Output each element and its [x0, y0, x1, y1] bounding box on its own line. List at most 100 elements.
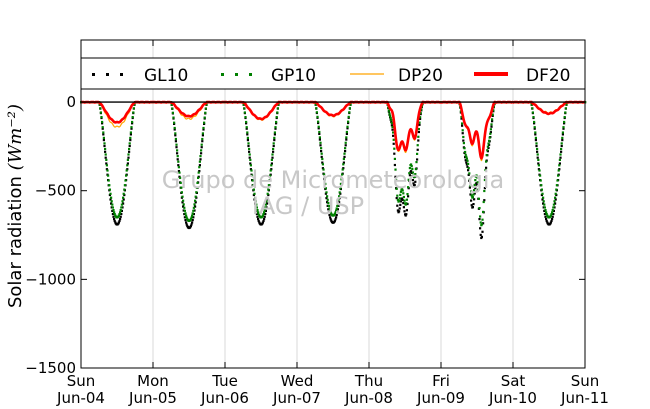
series-GL10-day-3-point-106	[255, 212, 258, 216]
series-GP10-day-2-point-86	[177, 166, 180, 169]
series-GL10-day-3-point-112	[257, 219, 260, 223]
series-GP10-day-3-point-100	[254, 196, 257, 199]
series-GP10-day-4-point-132	[335, 207, 338, 210]
series-GL10-day-7-point-158	[559, 156, 562, 159]
series-GL10-day-3-point-104	[255, 209, 258, 212]
series-GP10-day-1-point-112	[113, 213, 116, 216]
series-GP10-day-6-point-68	[460, 116, 463, 119]
series-GL10-day-5-point-156	[414, 175, 417, 178]
series-GP10-day-4-point-154	[342, 163, 345, 166]
series-GP10-day-2-point-162	[200, 143, 203, 146]
series-GL10-day-5-point-102	[398, 207, 401, 210]
series-GL10-day-3-point-134	[264, 212, 267, 216]
series-GL10-day-3-point-124	[261, 222, 264, 225]
series-GP10-day-5-point-146	[411, 171, 414, 174]
series-GP10-day-2-point-66	[171, 111, 174, 114]
series-GL10-day-4-point-100	[326, 201, 329, 204]
series-GL10-day-7-point-96	[540, 193, 543, 197]
series-GL10-day-7-point-162	[560, 144, 563, 148]
series-GP10-day-6-point-142	[482, 200, 485, 204]
series-GL10-day-3-point-102	[254, 206, 257, 209]
series-GP10-day-7-point-178	[565, 103, 568, 106]
series-GL10-day-2-point-154	[198, 170, 201, 173]
series-GL10-day-2-point-108	[184, 219, 187, 222]
series-GP10-day-2-point-142	[194, 195, 197, 198]
series-GL10-day-6-point-72	[461, 132, 464, 135]
series-GP10-day-6-point-88	[466, 159, 469, 162]
series-GP10-day-1-point-98	[109, 192, 112, 195]
series-GP10-day-3-point-76	[246, 136, 249, 139]
series-GP10-day-7-point-98	[541, 192, 544, 195]
series-GP10-day-3-point-82	[248, 153, 251, 156]
series-GL10-day-6-point-170	[491, 120, 494, 123]
series-GP10-day-3-point-154	[270, 164, 273, 167]
series-GL10-day-3-point-140	[266, 202, 269, 205]
series-GL10-day-4-point-84	[321, 161, 324, 164]
series-GL10-day-5-point-86	[393, 163, 396, 167]
series-GP10-day-1-point-168	[130, 126, 133, 129]
series-GP10-day-2-point-80	[176, 149, 179, 152]
series-GP10-day-7-point-102	[542, 200, 545, 203]
series-GP10-day-5-point-158	[415, 161, 418, 164]
series-GL10-day-2-point-106	[183, 216, 186, 219]
series-GL10-day-2-point-74	[174, 134, 177, 137]
series-GL10-day-6-point-120	[476, 184, 479, 187]
series-GL10-day-3-point-170	[275, 122, 278, 125]
series-GL10-day-6-point-108	[472, 203, 475, 206]
series-GP10-day-7-point-166	[561, 131, 564, 134]
series-GL10-day-7-point-126	[549, 221, 552, 224]
series-GP10-day-3-point-134	[264, 206, 267, 209]
series-GP10-day-4-point-68	[316, 115, 319, 118]
series-GL10-day-2-point-138	[193, 209, 196, 212]
series-GL10-day-1-point-162	[128, 144, 131, 148]
series-GP10-day-2-point-108	[184, 212, 187, 215]
watermark-line-1: Grupo de Micrometeorologia	[162, 166, 504, 194]
series-GP10-day-6-point-172	[491, 113, 494, 116]
series-GL10-day-7-point-134	[552, 212, 555, 216]
series-GP10-day-7-point-66	[531, 111, 534, 114]
series-GP10-day-5-point-136	[408, 167, 411, 170]
series-GP10-day-4-point-168	[346, 125, 349, 128]
series-GP10-day-2-point-130	[191, 214, 194, 217]
series-GL10-day-5-point-100	[398, 210, 401, 213]
series-GP10-day-7-point-62	[530, 103, 533, 106]
series-GP10-day-5-point-68	[388, 112, 391, 115]
x-tick-label-day-2: Tue	[211, 372, 238, 390]
series-GP10-day-1-point-88	[106, 169, 109, 172]
series-GP10-day-2-point-112	[185, 216, 188, 219]
series-GP10-day-2-point-178	[205, 103, 208, 106]
series-GL10-day-5-point-92	[395, 197, 398, 200]
series-GP10-day-4-point-170	[347, 120, 350, 123]
series-GP10-day-6-point-130	[479, 215, 482, 218]
series-GL10-day-3-point-74	[246, 133, 249, 136]
series-GL10-day-6-point-100	[470, 199, 473, 202]
series-GL10-day-1-point-138	[121, 206, 124, 209]
series-GL10-day-5-point-168	[418, 123, 421, 126]
series-GL10-day-4-point-166	[345, 132, 348, 135]
series-GP10-day-3-point-106	[255, 206, 258, 209]
series-GL10-day-1-point-74	[102, 133, 105, 136]
series-GP10-day-1-point-74	[102, 131, 105, 134]
y-tick-label-3: −1500	[25, 359, 76, 377]
series-GP10-day-7-point-128	[550, 213, 553, 216]
series-GL10-day-2-point-162	[200, 146, 203, 149]
series-GP10-day-5-point-72	[389, 116, 392, 120]
series-GL10-day-3-point-156	[270, 162, 273, 165]
series-GL10-day-7-point-104	[543, 209, 546, 212]
series-GL10-day-5-point-144	[411, 175, 414, 178]
series-GP10-day-2-point-82	[176, 155, 179, 158]
series-GP10-day-5-point-152	[413, 175, 416, 178]
series-GL10-day-3-point-158	[271, 156, 274, 159]
series-GP10-day-7-point-72	[533, 126, 536, 129]
series-GL10-day-6-point-128	[478, 218, 481, 221]
axes-frame	[80, 39, 586, 369]
series-GP10-day-4-point-148	[340, 178, 343, 181]
series-GL10-day-4-point-96	[324, 192, 327, 195]
series-GL10-day-3-point-108	[256, 215, 259, 218]
series-GP10-day-3-point-168	[274, 126, 277, 129]
series-GP10-day-5-point-90	[395, 178, 398, 181]
series-GP10-day-2-point-88	[178, 171, 181, 174]
series-GP10-day-5-point-148	[412, 174, 415, 177]
x-tick-label-date-2: Jun-06	[200, 389, 249, 407]
